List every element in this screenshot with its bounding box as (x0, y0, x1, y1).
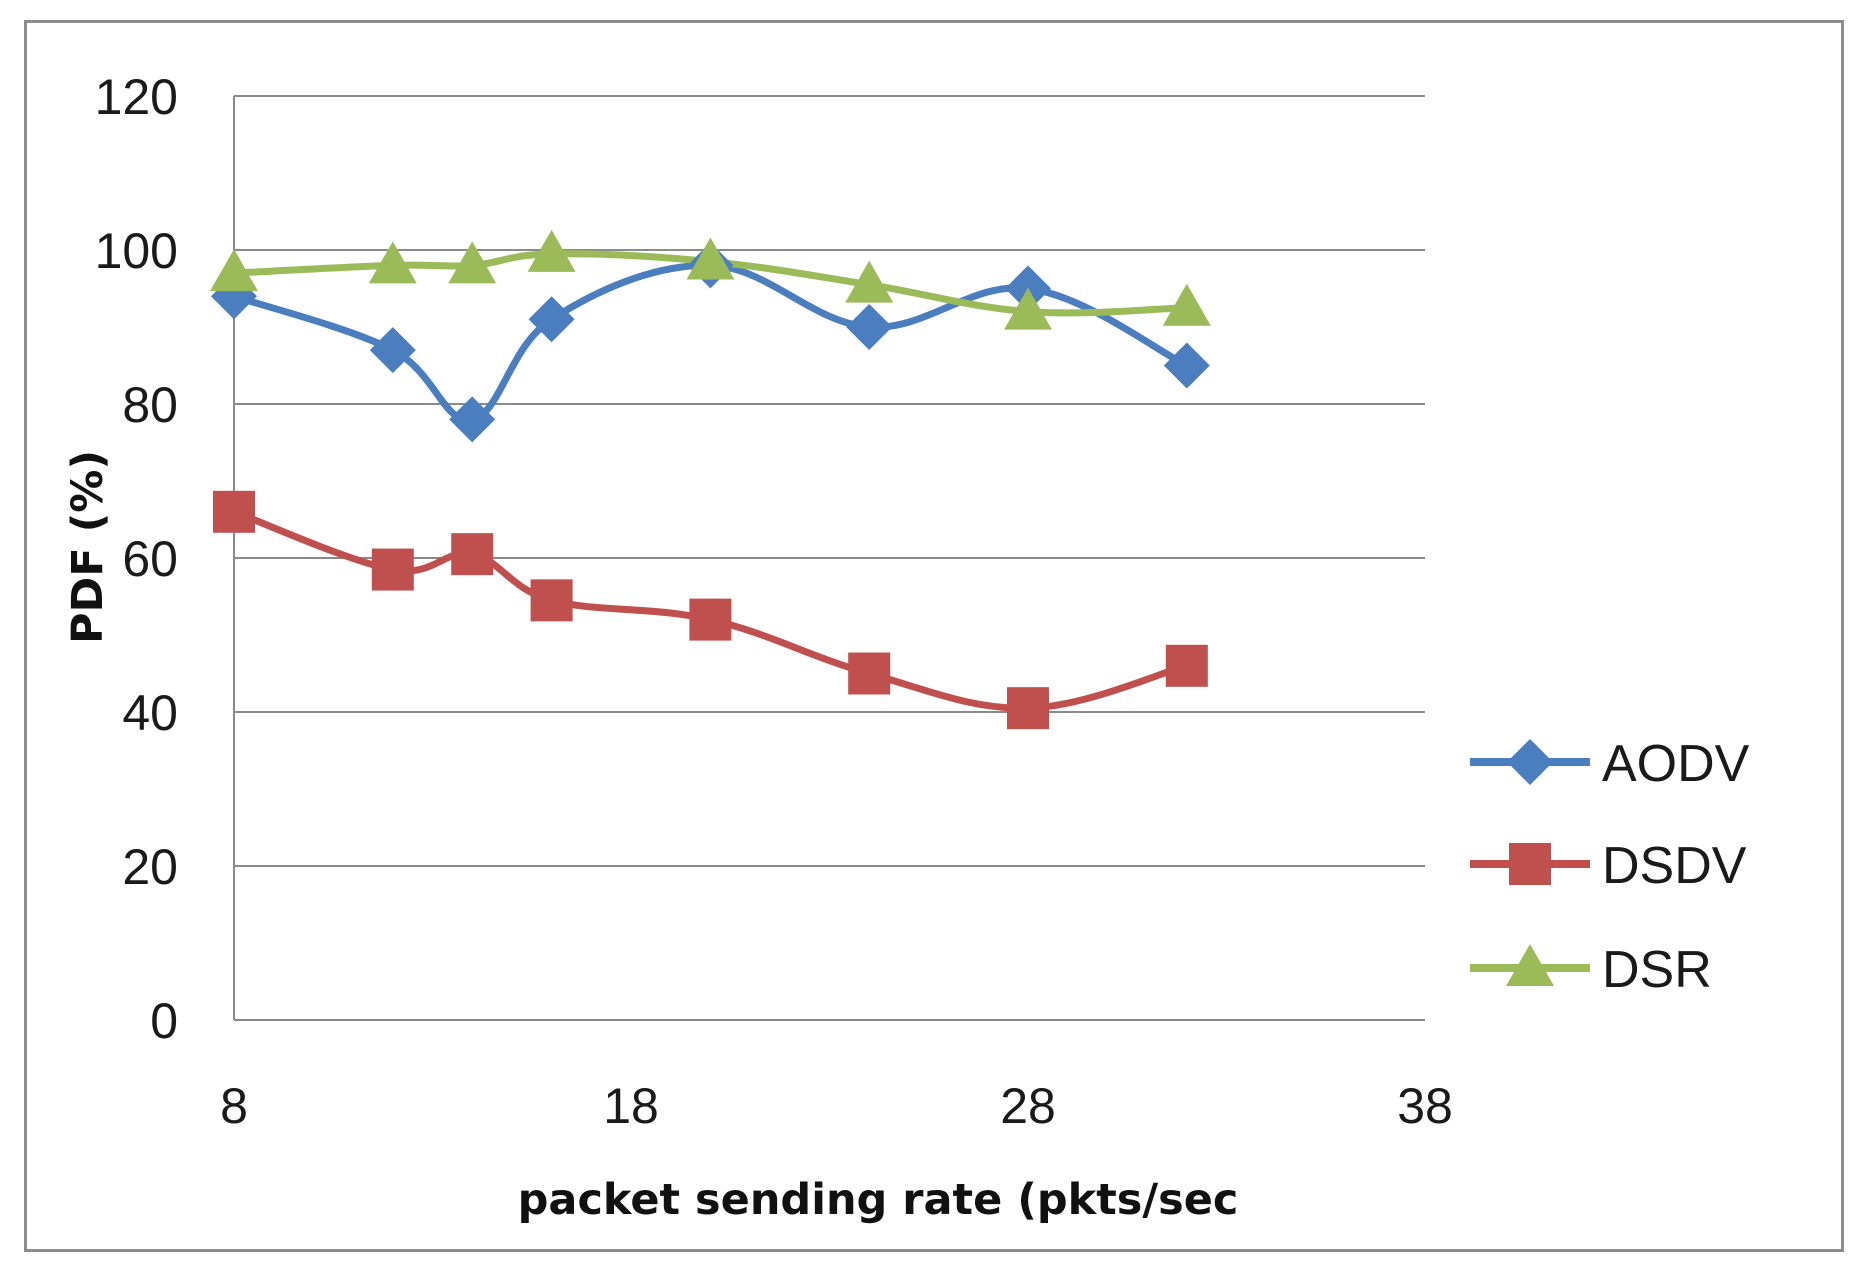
y-tick-label-80: 80 (122, 377, 178, 433)
y-tick-label-60: 60 (122, 531, 178, 587)
x-tick-label-38: 38 (1397, 1078, 1453, 1134)
legend-marker-aodv (1507, 739, 1553, 785)
legend-marker-dsdv (1509, 843, 1551, 885)
data-point-aodv-24 (846, 304, 892, 350)
x-tick-label-8: 8 (220, 1078, 248, 1134)
data-point-dsdv-24 (848, 653, 890, 695)
data-point-aodv-32 (1164, 343, 1210, 389)
y-tick-label-0: 0 (150, 993, 178, 1049)
y-tick-label-120: 120 (95, 69, 178, 125)
y-tick-label-100: 100 (95, 223, 178, 279)
data-point-dsdv-16 (531, 579, 573, 621)
data-point-dsdv-12 (372, 549, 414, 591)
x-tick-labels: 8 18 28 38 (220, 1078, 1453, 1134)
line-chart: 0 20 40 60 80 100 120 8 18 28 38 PDF (%) packet s… (0, 0, 1859, 1281)
y-tick-label-40: 40 (122, 685, 178, 741)
legend-label-aodv: AODV (1602, 735, 1750, 793)
x-axis-title: packet sending rate (pkts/sec (518, 1175, 1239, 1225)
data-point-dsdv-14 (451, 533, 493, 575)
data-point-dsdv-32 (1166, 645, 1208, 687)
data-point-dsdv-8 (213, 491, 255, 533)
legend: AODV DSDV DSR (1470, 735, 1750, 999)
y-axis-title: PDF (%) (63, 450, 113, 644)
data-point-aodv-12 (370, 327, 416, 373)
legend-label-dsr: DSR (1602, 941, 1712, 999)
data-point-dsdv-20 (689, 599, 731, 641)
data-point-dsdv-28 (1007, 687, 1049, 729)
x-tick-label-28: 28 (1000, 1078, 1056, 1134)
legend-label-dsdv: DSDV (1602, 837, 1747, 895)
series-markers (210, 230, 1211, 729)
x-tick-label-18: 18 (603, 1078, 659, 1134)
y-tick-label-20: 20 (122, 839, 178, 895)
data-point-dsr-32 (1163, 284, 1211, 326)
